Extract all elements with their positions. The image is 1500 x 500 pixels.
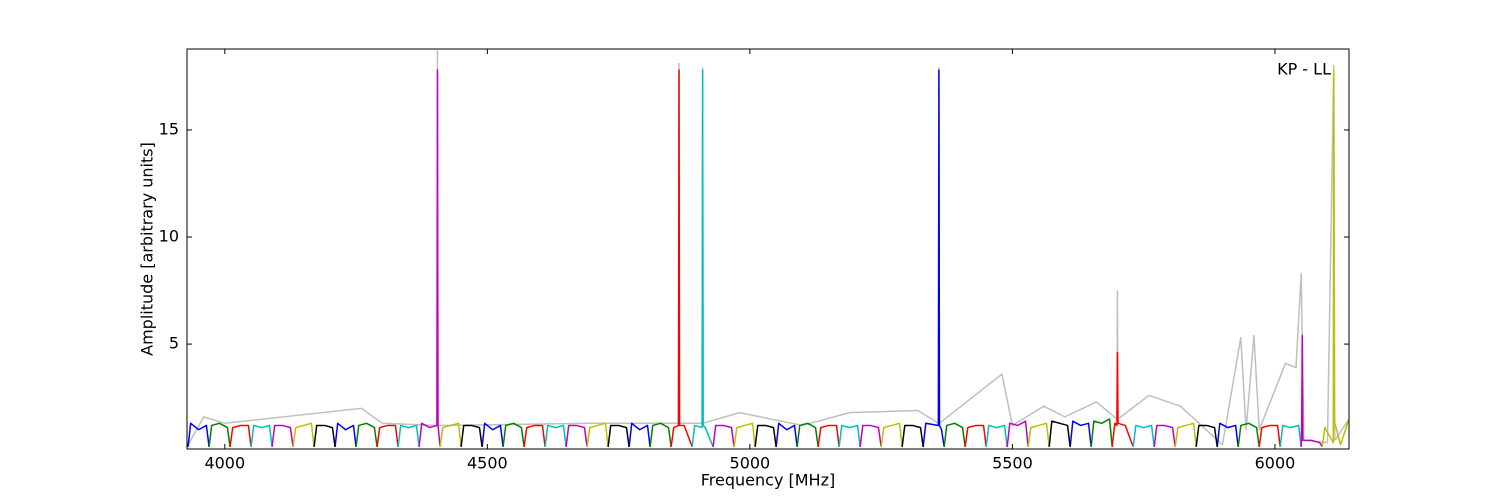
annotation: KP - LL bbox=[1277, 60, 1331, 79]
spectrum-line bbox=[292, 69, 1349, 447]
axes-frame bbox=[186, 48, 1350, 450]
x-tick-label: 5500 bbox=[992, 454, 1033, 473]
spectrum-line bbox=[187, 49, 1349, 446]
spectrum-line bbox=[208, 418, 1260, 447]
spectrum-line bbox=[313, 420, 1218, 447]
plot-area bbox=[187, 49, 1349, 448]
y-tick-label: 15 bbox=[159, 119, 179, 138]
x-tick-label: 5000 bbox=[730, 454, 771, 473]
y-tick-label: 10 bbox=[159, 227, 179, 246]
x-axis-label: Frequency [MHz] bbox=[701, 471, 835, 490]
spectrum-line bbox=[229, 69, 1281, 448]
y-axis-label: Amplitude [arbitrary units] bbox=[138, 142, 157, 356]
x-tick-label: 4500 bbox=[467, 454, 508, 473]
spectrum-line bbox=[271, 69, 1323, 448]
x-tick-label: 4000 bbox=[204, 454, 245, 473]
x-tick-label: 6000 bbox=[1255, 454, 1296, 473]
y-tick-label: 5 bbox=[169, 334, 179, 353]
spectrum-line bbox=[187, 69, 1239, 447]
spectrum-line bbox=[250, 69, 1302, 448]
